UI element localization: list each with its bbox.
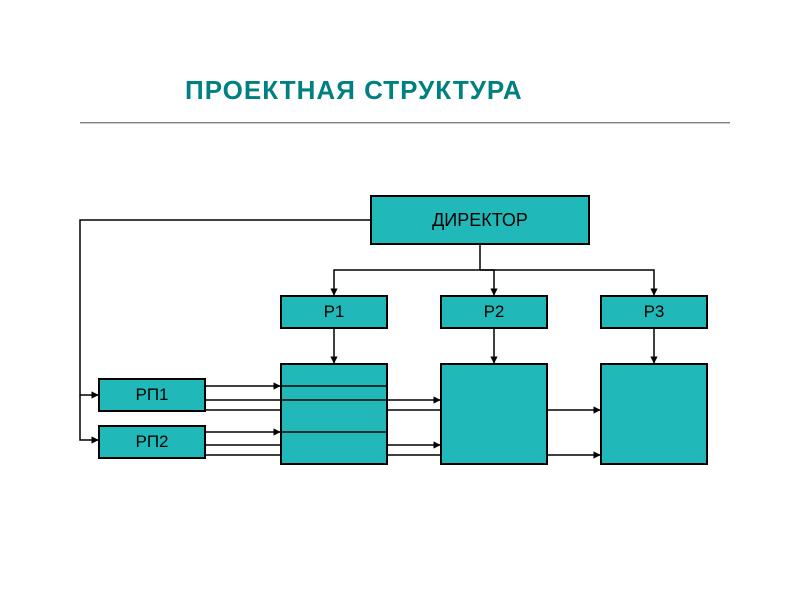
label: РП1 [135, 385, 168, 405]
label: Р2 [484, 302, 505, 322]
node-col3 [600, 363, 708, 465]
label: ДИРЕКТОР [432, 210, 528, 231]
label: Р3 [644, 302, 665, 322]
label: РП2 [135, 432, 168, 452]
label: Р1 [324, 302, 345, 322]
node-director: ДИРЕКТОР [370, 195, 590, 245]
node-col2 [440, 363, 548, 465]
node-col1 [280, 363, 388, 465]
node-rp1: РП1 [98, 378, 206, 412]
node-r3: Р3 [600, 295, 708, 329]
node-rp2: РП2 [98, 425, 206, 459]
node-r1: Р1 [280, 295, 388, 329]
node-r2: Р2 [440, 295, 548, 329]
